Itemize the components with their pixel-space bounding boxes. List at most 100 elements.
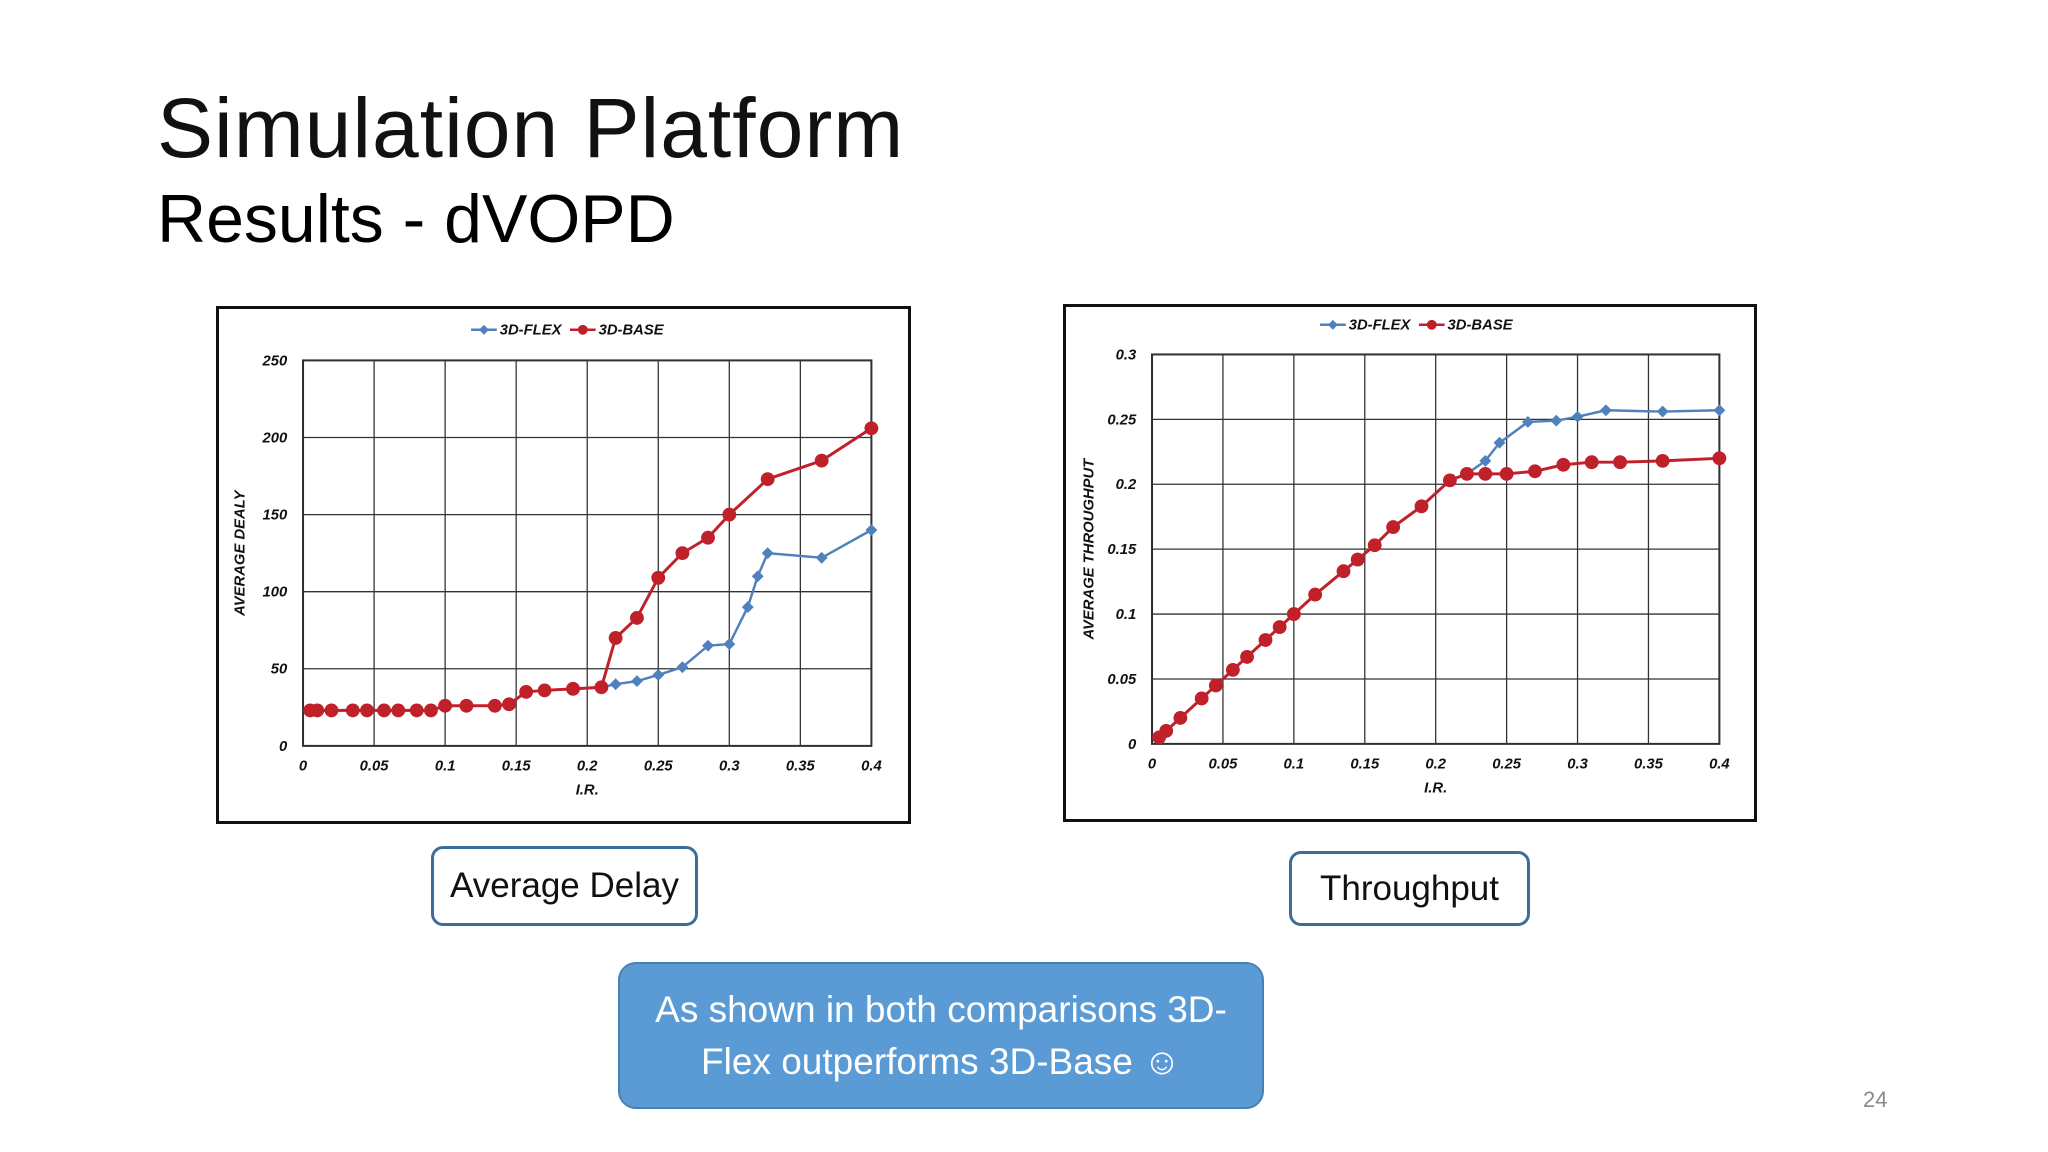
data-point-3d-base bbox=[424, 703, 438, 718]
x-axis-label: I.R. bbox=[1424, 780, 1447, 796]
data-point-3d-base bbox=[360, 703, 374, 718]
data-point-3d-base bbox=[1272, 620, 1287, 634]
x-tick-label: 0.15 bbox=[502, 759, 532, 775]
data-point-3d-flex bbox=[741, 601, 754, 614]
data-point-3d-flex bbox=[1521, 416, 1534, 428]
throughput-chart: 0 0.05 0.1 0.15 0.2 0.25 0.3 0.35 0.4 0 0.05 0.1 0.1… bbox=[1063, 304, 1757, 822]
y-tick-label: 0.05 bbox=[1107, 672, 1137, 688]
data-point-3d-base bbox=[519, 684, 534, 699]
x-tick-label: 0.3 bbox=[1567, 757, 1588, 773]
data-point-3d-flex bbox=[1493, 436, 1506, 449]
x-tick-label: 0.35 bbox=[786, 759, 816, 775]
x-tick-label: 0.15 bbox=[1350, 757, 1380, 773]
x-tick-label: 0.1 bbox=[1284, 757, 1305, 773]
x-tick-label: 0.25 bbox=[1492, 757, 1522, 773]
data-point-3d-base bbox=[701, 530, 715, 545]
x-tick-label: 0.1 bbox=[435, 759, 456, 775]
data-point-3d-flex bbox=[751, 570, 764, 583]
slide-title: Simulation Platform bbox=[157, 81, 905, 175]
data-point-3d-base bbox=[1308, 587, 1323, 602]
y-axis-label: AVERAGE DEALY bbox=[233, 489, 249, 616]
data-point-3d-base bbox=[1478, 466, 1493, 481]
data-point-3d-base bbox=[630, 610, 644, 625]
conclusion-callout: As shown in both comparisons 3D-Flex out… bbox=[618, 962, 1264, 1109]
data-point-3d-base bbox=[1459, 466, 1474, 481]
y-tick-label: 250 bbox=[262, 353, 288, 369]
data-point-3d-base bbox=[675, 546, 690, 561]
y-tick-label: 0 bbox=[1128, 737, 1137, 753]
data-point-3d-base bbox=[377, 703, 391, 718]
y-tick-label: 0.2 bbox=[1116, 477, 1137, 493]
legend-swatch-marker bbox=[478, 324, 489, 335]
data-point-3d-flex bbox=[865, 524, 878, 536]
data-point-3d-base bbox=[1442, 473, 1457, 488]
data-point-3d-base bbox=[1414, 499, 1429, 514]
data-point-3d-base bbox=[1194, 691, 1209, 706]
data-point-3d-base bbox=[1712, 451, 1727, 466]
data-point-3d-base bbox=[1286, 607, 1301, 621]
data-point-3d-base bbox=[1584, 455, 1599, 470]
data-point-3d-base bbox=[438, 698, 453, 713]
average-delay-caption-text: Average Delay bbox=[450, 866, 679, 905]
data-point-3d-base bbox=[1499, 466, 1514, 481]
data-point-3d-base bbox=[1386, 520, 1401, 535]
y-tick-label: 200 bbox=[262, 430, 288, 446]
x-tick-label: 0.2 bbox=[577, 759, 598, 775]
y-tick-label: 100 bbox=[263, 585, 288, 601]
x-tick-label: 0 bbox=[1148, 757, 1157, 773]
throughput-caption-text: Throughput bbox=[1319, 868, 1500, 908]
y-tick-label: 0.3 bbox=[1116, 347, 1137, 363]
data-point-3d-base bbox=[1225, 662, 1240, 677]
average-delay-caption: Average Delay bbox=[431, 846, 698, 926]
data-point-3d-base bbox=[537, 683, 552, 698]
legend-label: 3D-BASE bbox=[1448, 318, 1514, 334]
data-point-3d-base bbox=[502, 697, 516, 712]
average-delay-chart: 0 0.05 0.1 0.15 0.2 0.25 0.3 0.35 0.4 0 50 100 150 20… bbox=[216, 306, 911, 824]
data-point-3d-base bbox=[594, 680, 609, 695]
y-tick-label: 0.15 bbox=[1107, 542, 1137, 558]
data-point-3d-base bbox=[409, 703, 424, 718]
x-tick-label: 0.05 bbox=[1209, 757, 1239, 773]
x-tick-label: 0.4 bbox=[1709, 757, 1730, 773]
data-point-3d-base bbox=[608, 631, 623, 645]
x-tick-label: 0.05 bbox=[360, 759, 390, 775]
data-point-3d-flex bbox=[761, 547, 774, 560]
data-point-3d-base bbox=[1528, 464, 1542, 479]
data-point-3d-base bbox=[566, 681, 580, 696]
data-point-3d-base bbox=[310, 703, 325, 718]
average-delay-chart-svg: 0 0.05 0.1 0.15 0.2 0.25 0.3 0.35 0.4 0 50 100 150 20… bbox=[233, 323, 882, 799]
data-point-3d-base bbox=[1350, 552, 1365, 567]
legend-swatch-marker bbox=[1327, 319, 1338, 330]
legend-swatch-marker bbox=[577, 324, 588, 335]
y-tick-label: 0.1 bbox=[1116, 607, 1137, 623]
data-point-3d-base bbox=[345, 703, 360, 718]
y-axis-label: AVERAGE THROUGHPUT bbox=[1082, 457, 1098, 641]
x-tick-label: 0.2 bbox=[1425, 757, 1446, 773]
data-point-3d-base bbox=[1258, 633, 1273, 647]
data-point-3d-base bbox=[651, 570, 666, 585]
data-point-3d-base bbox=[487, 698, 502, 713]
x-tick-label: 0.4 bbox=[861, 759, 882, 775]
throughput-caption: Throughput bbox=[1289, 851, 1530, 926]
data-point-3d-base bbox=[459, 698, 474, 713]
legend-swatch-marker bbox=[1426, 319, 1437, 330]
data-point-3d-base bbox=[814, 453, 829, 468]
data-point-3d-base bbox=[324, 703, 339, 718]
legend-label: 3D-FLEX bbox=[500, 323, 563, 339]
data-point-3d-base bbox=[722, 507, 737, 522]
throughput-chart-svg: 0 0.05 0.1 0.15 0.2 0.25 0.3 0.35 0.4 0 0.05 0.1 0.1… bbox=[1082, 318, 1730, 797]
x-tick-label: 0 bbox=[299, 759, 308, 775]
data-point-3d-base bbox=[1159, 723, 1174, 738]
data-point-3d-flex bbox=[1571, 410, 1584, 423]
x-tick-label: 0.3 bbox=[719, 759, 740, 775]
data-point-3d-flex bbox=[723, 638, 736, 651]
data-point-3d-base bbox=[1367, 538, 1382, 553]
data-point-3d-base bbox=[1613, 455, 1628, 470]
x-tick-label: 0.25 bbox=[644, 759, 674, 775]
data-point-3d-base bbox=[1336, 564, 1351, 579]
data-point-3d-base bbox=[1655, 453, 1670, 468]
slide-subtitle: Results - dVOPD bbox=[157, 181, 675, 257]
x-tick-label: 0.35 bbox=[1634, 757, 1664, 773]
data-point-3d-base bbox=[1208, 678, 1223, 693]
data-point-3d-base bbox=[391, 703, 406, 718]
